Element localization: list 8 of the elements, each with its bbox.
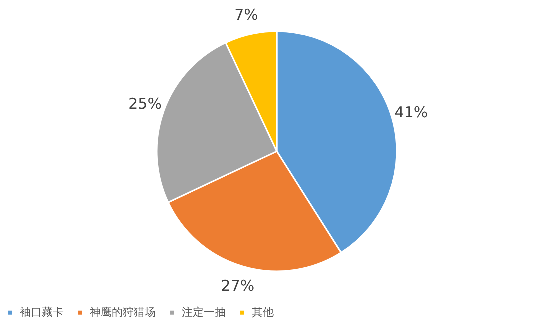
data-label: 27%	[221, 276, 255, 295]
legend-label: 其他	[252, 306, 274, 319]
data-label: 25%	[128, 95, 162, 114]
data-label: 7%	[234, 6, 258, 24]
legend-label: 注定一抽	[182, 306, 226, 319]
data-label: 41%	[394, 103, 428, 122]
legend-label: 袖口藏卡	[20, 306, 64, 319]
legend-label: 神鹰的狩猎场	[90, 306, 156, 319]
